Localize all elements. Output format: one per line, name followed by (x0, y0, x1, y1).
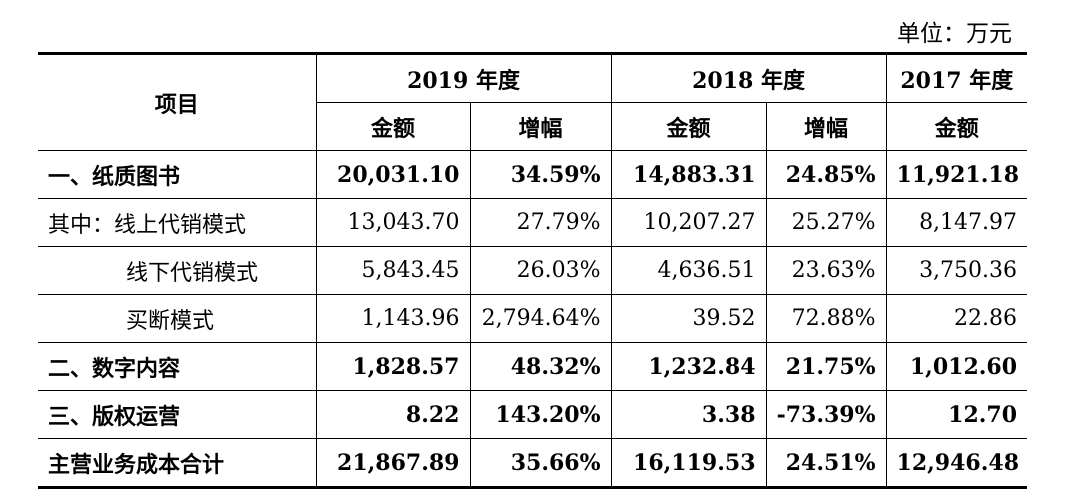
cell-growth-2019: 143.20% (469, 390, 612, 439)
cell-amount-2018: 3.38 (610, 390, 767, 439)
row-label: 买断模式 (38, 294, 316, 343)
header-amount-2019: 金额 (315, 102, 470, 151)
cell-amount-2018: 16,119.53 (610, 438, 767, 488)
cell-growth-2018: 23.63% (765, 246, 887, 295)
table-row: 一、纸质图书 20,031.10 34.59% 14,883.31 24.85%… (38, 150, 1028, 199)
cell-amount-2018: 39.52 (610, 294, 767, 343)
table-row: 其中：线上代销模式 13,043.70 27.79% 10,207.27 25.… (38, 198, 1028, 247)
cell-amount-2017: 1,012.60 (885, 342, 1028, 391)
table-row: 三、版权运营 8.22 143.20% 3.38 -73.39% 12.70 (38, 390, 1028, 439)
cell-growth-2018: 72.88% (765, 294, 887, 343)
row-label: 一、纸质图书 (38, 150, 316, 199)
cell-growth-2019: 35.66% (469, 438, 612, 488)
cell-growth-2019: 27.79% (469, 198, 612, 247)
cell-amount-2017: 8,147.97 (885, 198, 1028, 247)
cell-amount-2017: 12,946.48 (885, 438, 1028, 488)
cell-amount-2019: 8.22 (315, 390, 470, 439)
row-label: 三、版权运营 (38, 390, 316, 439)
row-label: 线下代销模式 (38, 246, 316, 295)
header-year-2018: 2018 年度 (610, 53, 887, 103)
cell-growth-2018: 21.75% (765, 342, 887, 391)
cell-amount-2017: 3,750.36 (885, 246, 1028, 295)
table-row: 买断模式 1,143.96 2,794.64% 39.52 72.88% 22.… (38, 294, 1028, 343)
cost-table: 项目 2019 年度 2018 年度 2017 年度 金额 增幅 金额 增幅 金… (38, 52, 1028, 489)
unit-label: 单位：万元 (897, 21, 1012, 47)
cell-amount-2018: 10,207.27 (610, 198, 767, 247)
cell-growth-2018: 24.85% (765, 150, 887, 199)
header-year-2019: 2019 年度 (315, 53, 612, 103)
header-item: 项目 (38, 53, 316, 151)
table-row-total: 主营业务成本合计 21,867.89 35.66% 16,119.53 24.5… (38, 438, 1028, 488)
cell-amount-2017: 11,921.18 (885, 150, 1028, 199)
header-amount-2017: 金额 (885, 102, 1028, 151)
cell-amount-2017: 22.86 (885, 294, 1028, 343)
cell-growth-2018: -73.39% (765, 390, 887, 439)
header-year-2017: 2017 年度 (885, 53, 1028, 103)
cell-amount-2018: 4,636.51 (610, 246, 767, 295)
cell-growth-2019: 48.32% (469, 342, 612, 391)
cell-amount-2019: 1,828.57 (315, 342, 470, 391)
cell-amount-2019: 21,867.89 (315, 438, 470, 488)
cell-amount-2019: 13,043.70 (315, 198, 470, 247)
header-amount-2018: 金额 (610, 102, 767, 151)
cell-growth-2019: 34.59% (469, 150, 612, 199)
cell-amount-2018: 1,232.84 (610, 342, 767, 391)
header-growth-2019: 增幅 (469, 102, 612, 151)
row-label: 二、数字内容 (38, 342, 316, 391)
cell-amount-2017: 12.70 (885, 390, 1028, 439)
cell-growth-2019: 2,794.64% (469, 294, 612, 343)
table-row: 二、数字内容 1,828.57 48.32% 1,232.84 21.75% 1… (38, 342, 1028, 391)
cell-growth-2018: 25.27% (765, 198, 887, 247)
cell-amount-2019: 1,143.96 (315, 294, 470, 343)
row-label: 其中：线上代销模式 (38, 198, 316, 247)
cell-amount-2019: 20,031.10 (315, 150, 470, 199)
row-label: 主营业务成本合计 (48, 451, 225, 478)
cell-amount-2019: 5,843.45 (315, 246, 470, 295)
cell-growth-2019: 26.03% (469, 246, 612, 295)
cell-growth-2018: 24.51% (765, 438, 887, 488)
header-growth-2018: 增幅 (765, 102, 887, 151)
table-row: 线下代销模式 5,843.45 26.03% 4,636.51 23.63% 3… (38, 246, 1028, 295)
cell-amount-2018: 14,883.31 (610, 150, 767, 199)
